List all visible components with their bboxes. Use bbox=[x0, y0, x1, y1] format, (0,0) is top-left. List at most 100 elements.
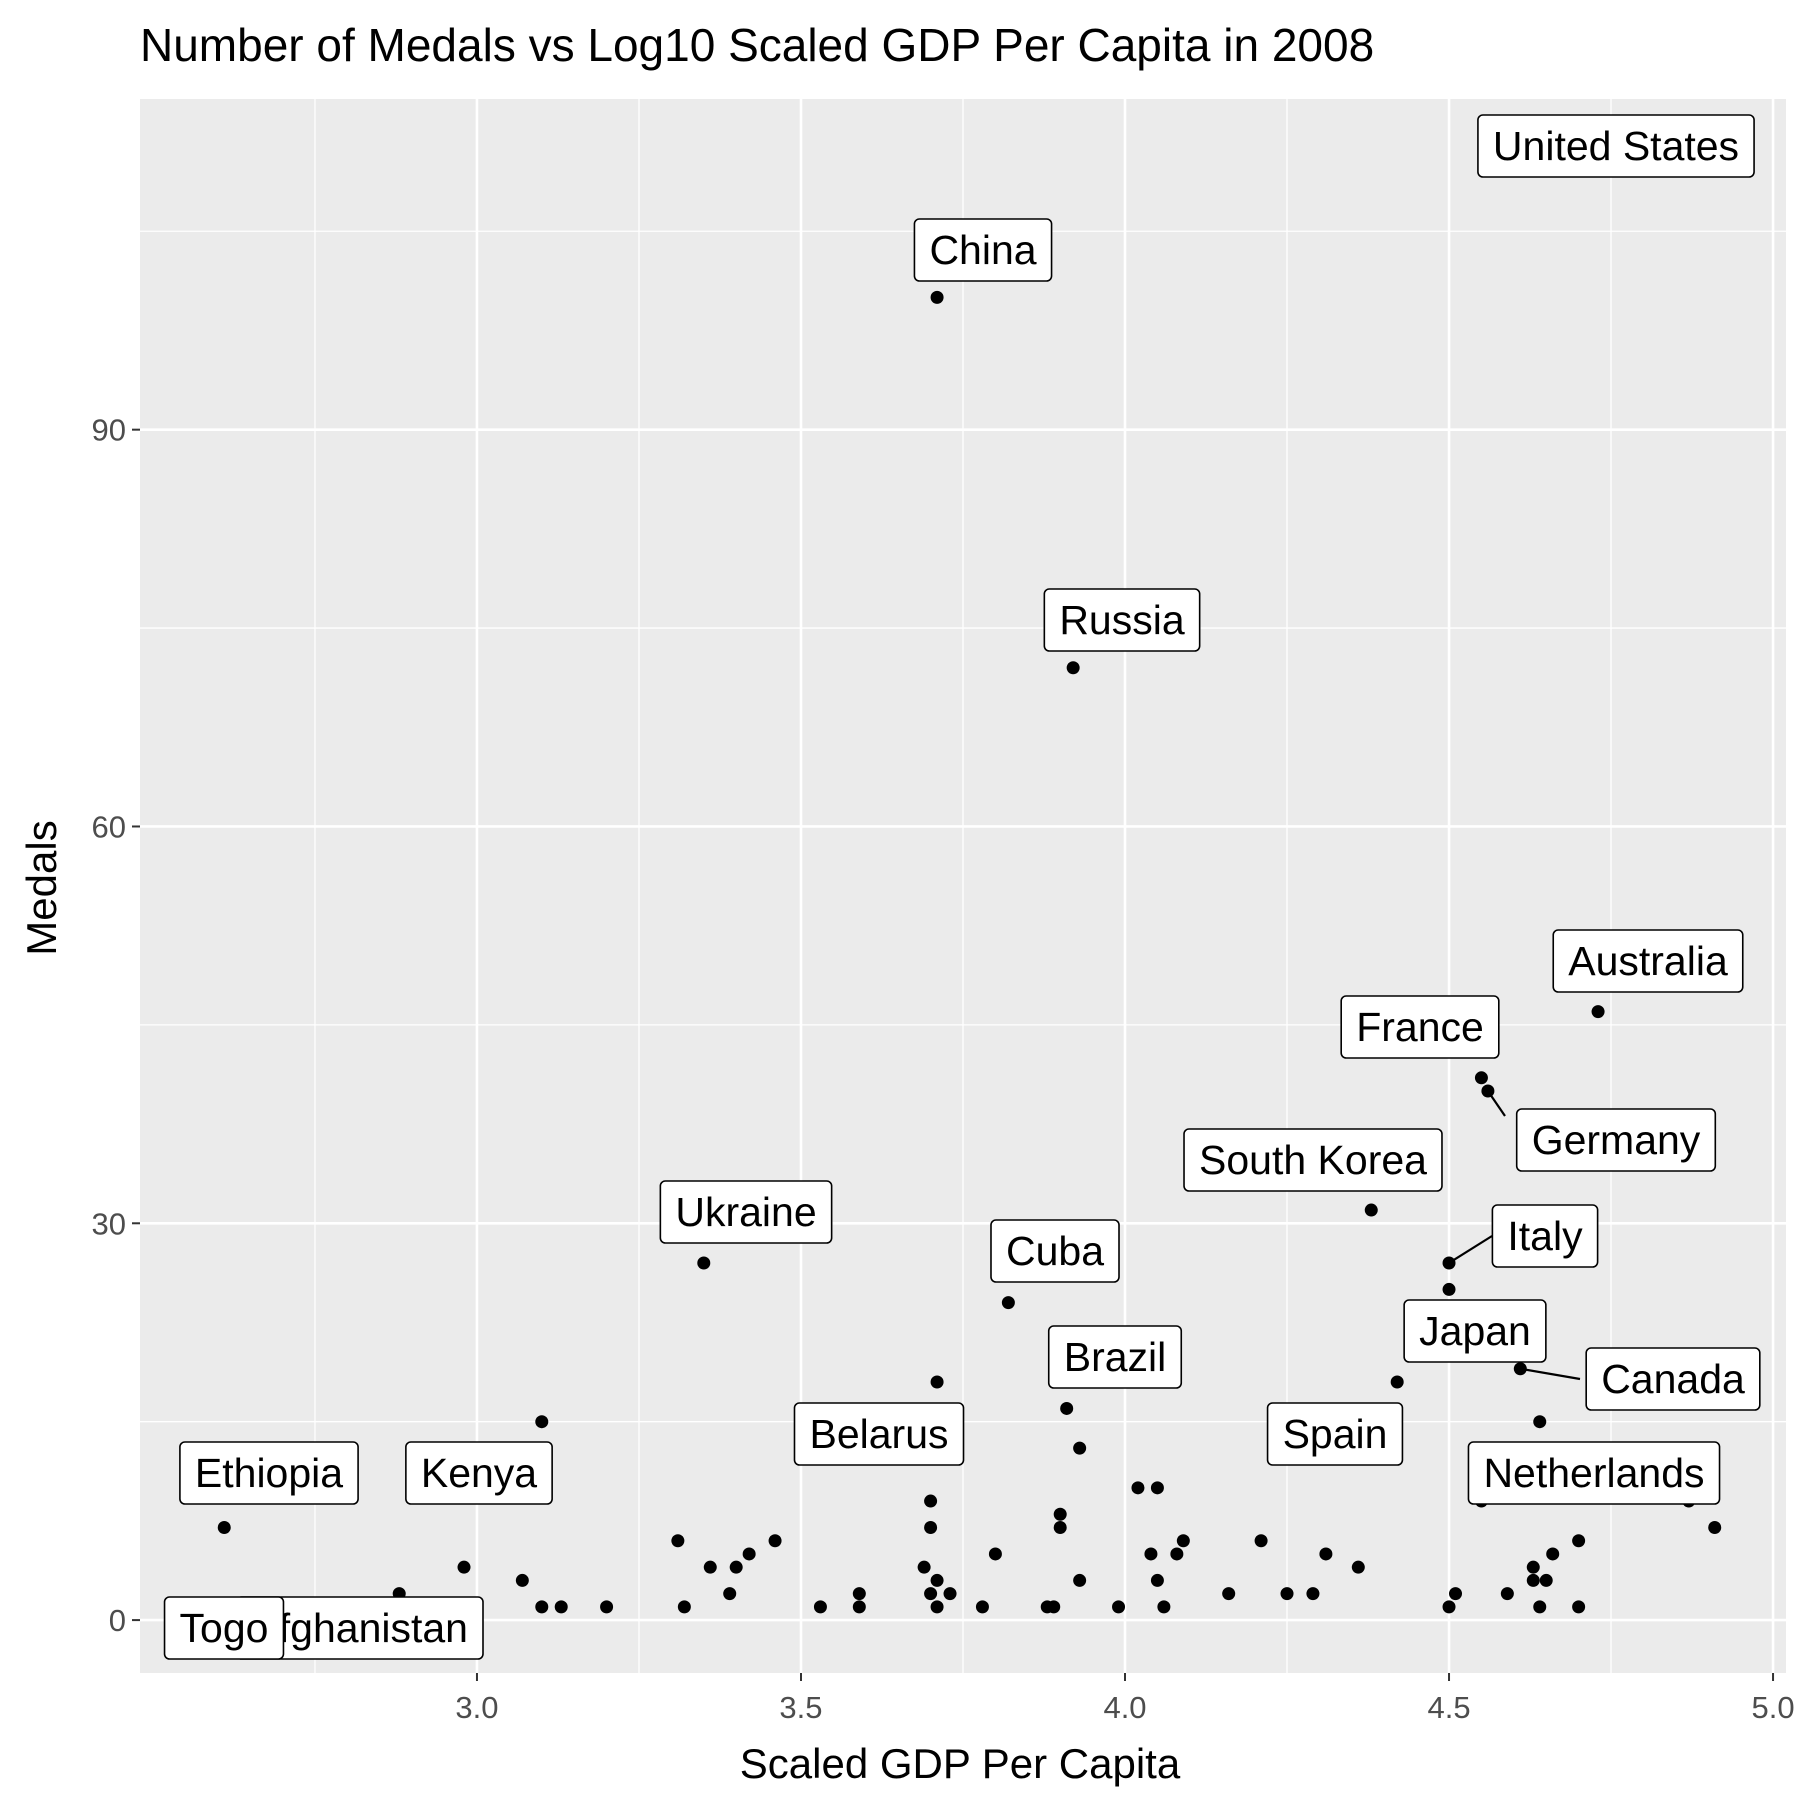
data-point bbox=[1708, 1521, 1722, 1535]
data-point bbox=[1112, 1600, 1126, 1614]
data-point bbox=[1306, 1587, 1320, 1601]
data-point bbox=[1533, 1600, 1547, 1614]
label-germany: Germany bbox=[1515, 1108, 1717, 1172]
data-point bbox=[1442, 1600, 1456, 1614]
data-point bbox=[852, 1600, 866, 1614]
x-tick-label: 5.0 bbox=[1751, 1690, 1794, 1725]
data-point bbox=[1364, 1203, 1378, 1217]
x-axis-title: Scaled GDP Per Capita bbox=[740, 1740, 1181, 1787]
label-text: South Korea bbox=[1199, 1137, 1427, 1183]
data-point bbox=[943, 1587, 957, 1601]
label-box bbox=[1585, 1347, 1761, 1411]
data-point bbox=[1150, 1573, 1164, 1587]
y-tick-label: 30 bbox=[92, 1206, 126, 1241]
data-point bbox=[1144, 1547, 1158, 1561]
data-point bbox=[988, 1547, 1002, 1561]
label-box bbox=[163, 1596, 285, 1660]
data-point bbox=[1526, 1560, 1540, 1574]
label-togo: Togo bbox=[163, 1596, 285, 1660]
data-point bbox=[917, 1560, 931, 1574]
data-point bbox=[1591, 1005, 1605, 1019]
label-box bbox=[1403, 1299, 1547, 1363]
label-text: Ukraine bbox=[675, 1189, 816, 1235]
label-text: Germany bbox=[1532, 1117, 1701, 1163]
data-point bbox=[852, 1587, 866, 1601]
label-text: China bbox=[929, 227, 1036, 273]
data-point bbox=[1351, 1560, 1365, 1574]
point-labels: United States China Russia Australia France G… bbox=[163, 114, 1761, 1660]
data-point bbox=[515, 1573, 529, 1587]
label-leader-line bbox=[1486, 1090, 1506, 1117]
label-box bbox=[405, 1441, 553, 1505]
label-france: France bbox=[1340, 995, 1500, 1059]
data-point bbox=[1073, 1441, 1087, 1455]
data-point bbox=[1176, 1534, 1190, 1548]
data-point bbox=[457, 1560, 471, 1574]
data-point bbox=[768, 1534, 782, 1548]
data-point bbox=[1572, 1600, 1586, 1614]
label-australia: Australia bbox=[1552, 929, 1744, 993]
label-text: Cuba bbox=[1006, 1228, 1104, 1274]
data-point bbox=[1073, 1573, 1087, 1587]
label-box bbox=[179, 1441, 359, 1505]
label-cuba: Cuba bbox=[990, 1219, 1120, 1283]
data-point bbox=[554, 1600, 568, 1614]
label-text: Netherlands bbox=[1483, 1450, 1704, 1496]
data-point bbox=[1526, 1573, 1540, 1587]
data-point bbox=[1060, 1401, 1074, 1415]
y-tick-label: 90 bbox=[92, 413, 126, 448]
y-axis: 0 30 60 90 bbox=[92, 413, 140, 1638]
data-point bbox=[600, 1600, 614, 1614]
label-netherlands: Netherlands bbox=[1467, 1441, 1721, 1505]
data-point bbox=[697, 1256, 711, 1270]
label-box bbox=[659, 1180, 833, 1244]
label-canada: Canada bbox=[1585, 1347, 1761, 1411]
data-point bbox=[930, 1600, 944, 1614]
label-text: Kenya bbox=[421, 1450, 537, 1496]
label-text: Australia bbox=[1568, 938, 1728, 984]
data-point bbox=[813, 1600, 827, 1614]
label-text: Russia bbox=[1059, 597, 1185, 643]
data-point bbox=[535, 1415, 549, 1429]
data-point bbox=[1157, 1600, 1171, 1614]
data-point bbox=[1572, 1534, 1586, 1548]
data-points bbox=[217, 158, 1722, 1614]
x-tick-label: 3.5 bbox=[779, 1690, 822, 1725]
label-japan: Japan bbox=[1403, 1299, 1547, 1363]
label-box bbox=[1467, 1441, 1721, 1505]
label-text: Togo bbox=[180, 1605, 269, 1651]
data-point bbox=[930, 290, 944, 304]
label-kenya: Kenya bbox=[405, 1441, 553, 1505]
y-tick-label: 0 bbox=[109, 1603, 126, 1638]
label-box bbox=[1043, 588, 1201, 652]
label-box bbox=[1047, 1325, 1183, 1389]
label-text: United States bbox=[1493, 123, 1739, 169]
data-point bbox=[1442, 1282, 1456, 1296]
data-point bbox=[1254, 1534, 1268, 1548]
label-afghanistan: Afghanistan bbox=[235, 1596, 484, 1660]
data-point bbox=[924, 1521, 938, 1535]
x-tick-label: 4.5 bbox=[1427, 1690, 1470, 1725]
label-box bbox=[990, 1219, 1120, 1283]
data-point bbox=[1449, 1587, 1463, 1601]
label-text: Canada bbox=[1601, 1356, 1745, 1402]
data-point bbox=[1131, 1481, 1145, 1495]
data-point bbox=[535, 1600, 549, 1614]
label-united-states: United States bbox=[1477, 114, 1755, 178]
x-tick-label: 4.0 bbox=[1103, 1690, 1146, 1725]
label-south-korea: South Korea bbox=[1183, 1128, 1443, 1192]
data-point bbox=[729, 1560, 743, 1574]
data-point bbox=[1001, 1296, 1015, 1310]
label-text: France bbox=[1356, 1004, 1484, 1050]
label-text: Belarus bbox=[809, 1411, 948, 1457]
label-text: Spain bbox=[1283, 1411, 1388, 1457]
label-box bbox=[1340, 995, 1500, 1059]
data-point bbox=[723, 1587, 737, 1601]
data-point bbox=[1053, 1521, 1067, 1535]
data-point bbox=[677, 1600, 691, 1614]
data-point bbox=[924, 1587, 938, 1601]
data-point bbox=[1222, 1587, 1236, 1601]
data-point bbox=[1539, 1573, 1553, 1587]
data-point bbox=[1170, 1547, 1184, 1561]
label-leader-line bbox=[1520, 1367, 1581, 1381]
